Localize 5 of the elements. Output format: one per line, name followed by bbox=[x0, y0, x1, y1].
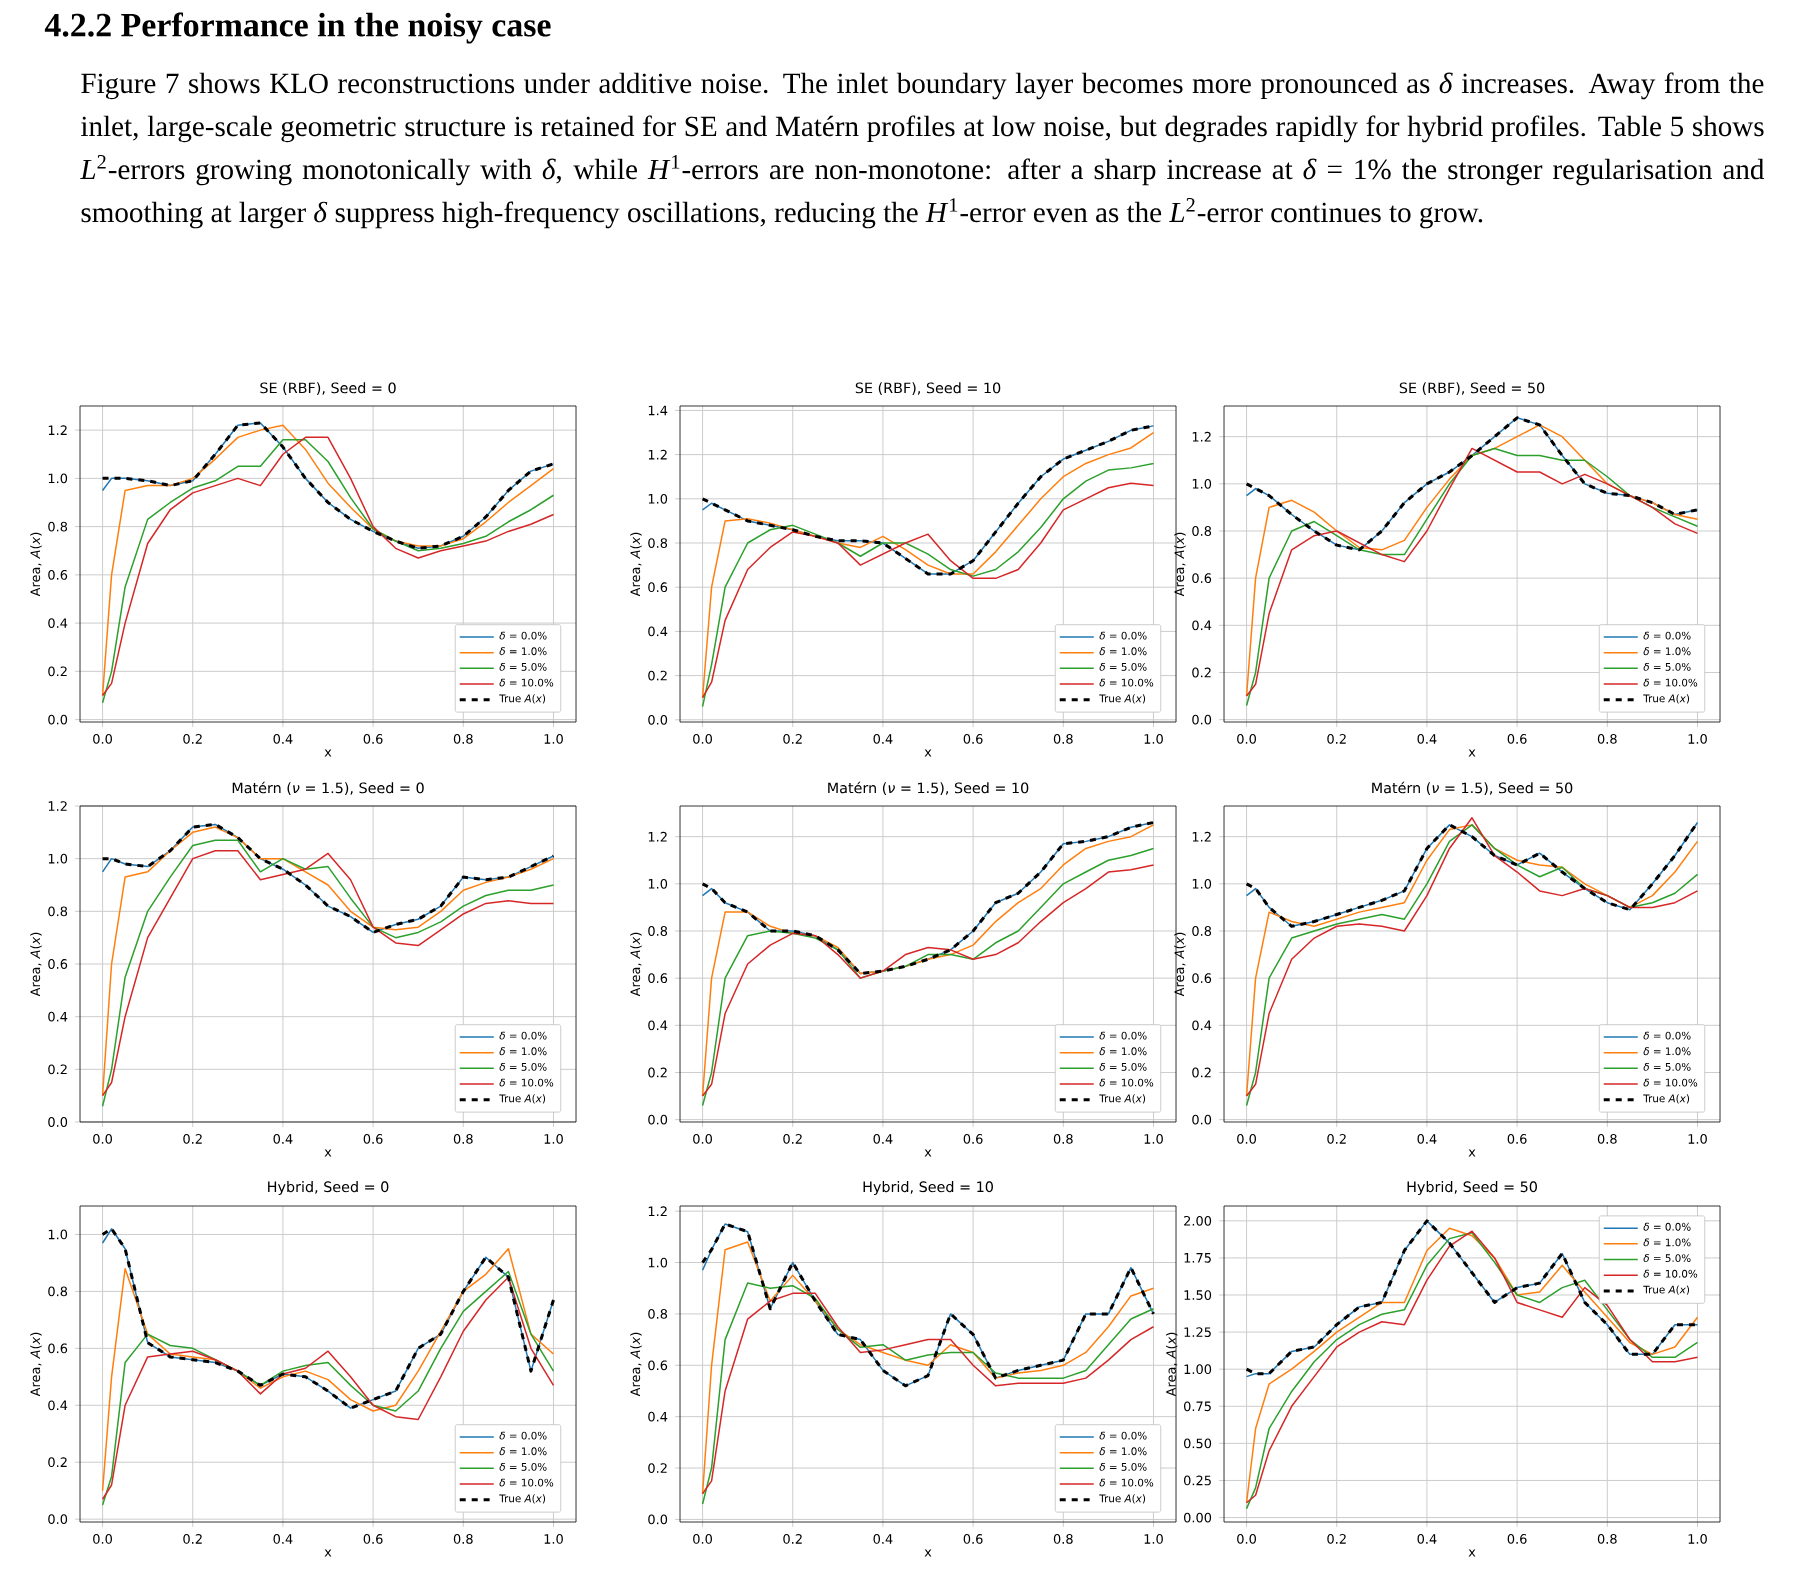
text: 4.2.2 Performance in the noisy case bbox=[44, 12, 551, 44]
line-series bbox=[701, 821, 1155, 975]
text: Figure 7 shows KLO reconstructions under additive noise. The inlet boundary layer becomes more pronounced as δ increases. Away from the inlet, large-scale geometric structure is retained for SE and Matérn profiles at low noise, but degrades rapidly for hybrid profiles. Table 5 shows L$^{2}$-errors growing monotonically with δ, while H$^{1}$-errors are non-monotone: after a sharp increase at δ = 1% the stronger regularisation and smoothing at larger δ suppress high-frequency oscillations, reducing the H$^{1}$-error even as the L$^{2}$-error continues to grow. bbox=[80, 72, 1765, 229]
line-series bbox=[701, 1241, 1155, 1495]
line-series bbox=[1245, 821, 1699, 928]
